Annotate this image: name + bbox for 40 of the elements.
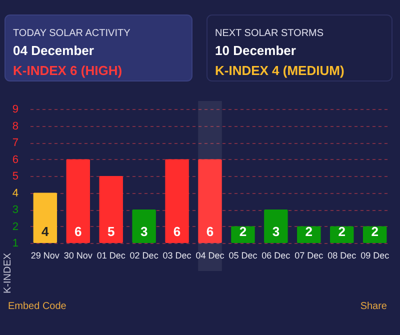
y-tick-label: 6 (12, 154, 18, 166)
data-label: 3 (140, 224, 148, 239)
text: 04 December (13, 43, 94, 58)
x-tick-label: 04 Dec (196, 250, 225, 260)
data-label: 2 (305, 224, 313, 239)
y-tick-label: 1 (12, 238, 18, 250)
x-tick-label: 03 Dec (162, 250, 192, 260)
x-tick-label: 02 Dec (130, 250, 159, 260)
text: K-INDEX 6 (HIGH) (13, 63, 122, 78)
text: 10 December (215, 43, 296, 58)
data-label: 4 (42, 224, 50, 239)
x-tick-label: 30 Nov (64, 250, 93, 260)
text: NEXT SOLAR STORMS (215, 28, 324, 39)
data-label: 2 (338, 224, 346, 239)
x-tick-label: 07 Dec (294, 250, 324, 260)
y-axis-title: K-INDEX (2, 252, 14, 294)
data-label: 2 (239, 224, 247, 239)
y-tick-label: 3 (12, 204, 18, 216)
y-tick-label: 9 (12, 104, 18, 116)
data-label: 6 (74, 224, 82, 239)
x-tick-label: 06 Dec (262, 250, 291, 260)
y-tick-label: 7 (12, 137, 18, 149)
data-label: 3 (272, 224, 280, 239)
data-label: 6 (173, 224, 181, 239)
y-tick-label: 4 (12, 187, 18, 200)
y-tick-label: 2 (12, 220, 18, 233)
text: Embed Code (8, 301, 67, 312)
text: Share (360, 301, 388, 312)
data-label: 6 (206, 224, 214, 239)
text: TODAY SOLAR ACTIVITY (13, 28, 131, 39)
x-tick-label: 29 Nov (30, 250, 60, 260)
data-label: 5 (107, 224, 115, 239)
text: K-INDEX 4 (MEDIUM) (215, 63, 344, 78)
y-tick-label: 5 (12, 170, 18, 182)
data-label: 2 (371, 224, 378, 239)
x-tick-label: 09 Dec (360, 250, 390, 260)
x-tick-label: 08 Dec (328, 250, 357, 260)
x-tick-label: 05 Dec (228, 250, 258, 260)
x-tick-label: 01 Dec (96, 250, 126, 260)
y-tick-label: 8 (12, 120, 18, 132)
